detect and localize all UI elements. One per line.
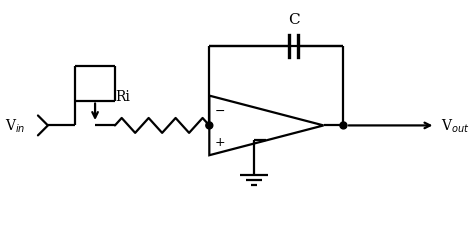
Text: $-$: $-$ bbox=[214, 104, 225, 116]
Text: Ri: Ri bbox=[115, 90, 130, 104]
Text: C: C bbox=[288, 13, 300, 27]
Circle shape bbox=[340, 122, 347, 129]
Text: V$_{out}$: V$_{out}$ bbox=[441, 117, 469, 135]
Text: $+$: $+$ bbox=[214, 135, 225, 148]
Text: V$_{in}$: V$_{in}$ bbox=[5, 117, 26, 135]
Circle shape bbox=[206, 122, 213, 129]
